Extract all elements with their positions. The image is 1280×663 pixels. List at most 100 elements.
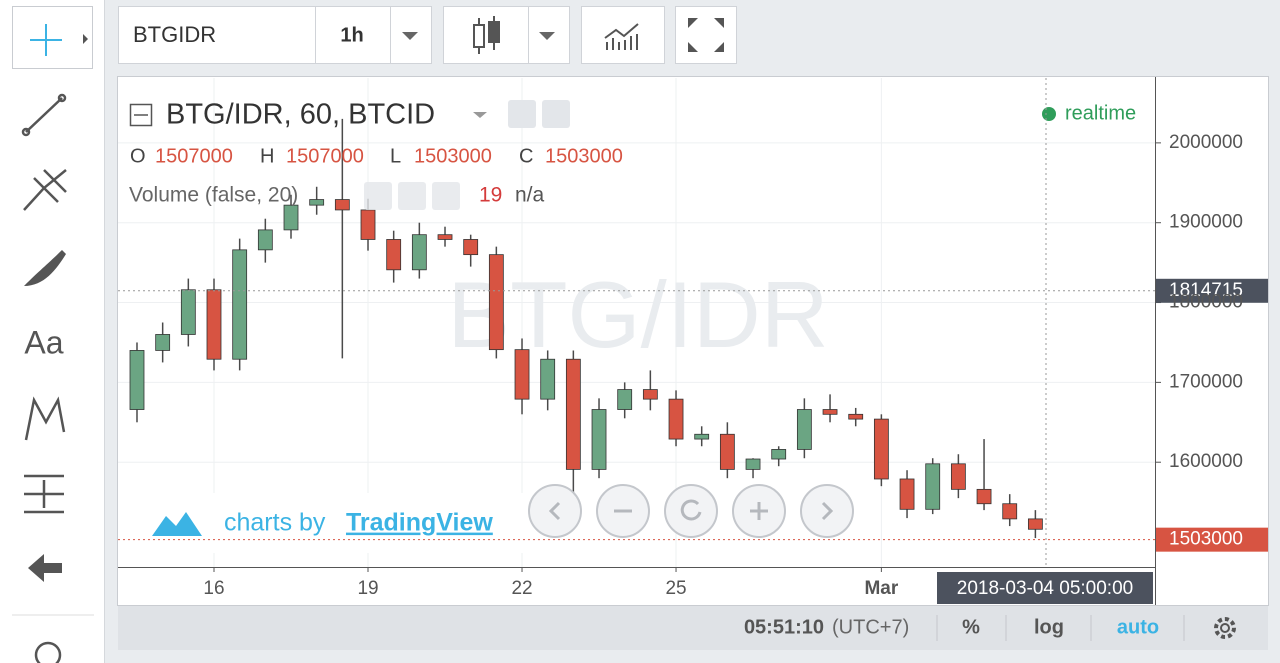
symbol[interactable]: BTGIDR	[133, 22, 216, 47]
x-tick-label: 22	[511, 578, 532, 599]
ohlc-label: O	[130, 145, 146, 167]
volume-label: Volume (false, 20)	[129, 184, 298, 207]
x-tick-label: Mar	[864, 578, 898, 599]
candle-body	[129, 350, 145, 410]
back-tool[interactable]	[28, 554, 62, 582]
auto-toggle[interactable]: auto	[1117, 616, 1159, 638]
crosshair-time: 2018-03-04 05:00:00	[957, 578, 1133, 599]
ohlc-label: L	[390, 145, 401, 167]
candle-body	[617, 389, 633, 410]
measure-tool[interactable]	[24, 474, 64, 514]
candle-body	[1027, 518, 1043, 530]
pitchfork-tool[interactable]	[23, 169, 67, 211]
settings-gear[interactable]	[1214, 617, 1236, 639]
trendline-tool[interactable]	[21, 93, 67, 137]
x-tick-label: 19	[357, 578, 378, 599]
candle-body	[642, 389, 658, 400]
eye-button[interactable]	[364, 182, 392, 210]
eye-button[interactable]	[508, 100, 536, 128]
settings-button[interactable]	[542, 100, 570, 128]
scroll-left[interactable]	[528, 484, 582, 538]
text-tool[interactable]: Aa	[24, 324, 63, 360]
status: realtime	[1065, 102, 1136, 124]
candle-body	[925, 463, 941, 510]
crosshair-price-box	[1156, 278, 1268, 303]
last-price: 1503000	[1169, 529, 1243, 550]
crosshair-icon	[30, 24, 62, 56]
candle-body	[591, 409, 607, 470]
brush-tool[interactable]	[24, 250, 66, 286]
candle-body	[899, 478, 915, 510]
left-toolbar	[0, 0, 104, 663]
candle-body	[386, 239, 402, 271]
y-tick-label: 1800000	[1169, 292, 1243, 313]
candle-body	[155, 334, 171, 351]
ohlc-value: 1503000	[545, 145, 623, 167]
branding-name[interactable]: TradingView	[346, 509, 493, 537]
dropdown[interactable]	[473, 112, 487, 118]
symbol-box[interactable]	[118, 6, 432, 64]
candle-body	[463, 239, 479, 256]
x-tick-label: 25	[665, 578, 686, 599]
crosshair-time-box	[937, 572, 1153, 604]
ohlc-value: 1503000	[414, 145, 492, 167]
ohlc-value: 1507000	[155, 145, 233, 167]
dropdown[interactable]	[539, 32, 555, 40]
fullscreen-icon	[688, 18, 724, 52]
volume-na: n/a	[515, 184, 545, 207]
candle-body	[719, 433, 735, 470]
pattern-tool[interactable]	[24, 396, 66, 441]
candle-icon	[473, 16, 500, 54]
navigation-icons	[548, 499, 834, 521]
overlays: 1814715 1503000 2018-03-04 05:00:00	[118, 78, 1268, 604]
log-toggle[interactable]: log	[1034, 616, 1064, 638]
volume-value: 19	[479, 184, 502, 207]
x-tick-label: 16	[203, 578, 224, 599]
candle-body	[694, 433, 710, 440]
interval[interactable]: 1h	[340, 24, 363, 46]
zoom-tool[interactable]	[34, 641, 62, 663]
candle-body	[488, 254, 504, 351]
dropdown[interactable]	[402, 32, 418, 40]
candle-body	[540, 358, 556, 400]
candle-body	[411, 234, 427, 271]
expand-arrow[interactable]	[83, 34, 88, 44]
y-tick-label: 1900000	[1169, 212, 1243, 233]
crosshair-tool[interactable]	[12, 6, 93, 69]
ohlc-label: C	[519, 145, 533, 167]
candle-body	[514, 349, 530, 400]
candle-body	[771, 449, 787, 460]
y-tick-label: 2000000	[1169, 132, 1243, 153]
percent-toggle[interactable]: %	[962, 616, 980, 638]
scroll-right[interactable]	[800, 484, 854, 538]
candle-body	[437, 234, 453, 240]
y-tick-label: 1700000	[1169, 371, 1243, 392]
candle-body	[950, 463, 966, 490]
candle-body	[334, 199, 350, 211]
candle-body	[796, 409, 812, 450]
ohlc-label: H	[260, 145, 274, 167]
candle-body	[309, 199, 325, 206]
ohlc-value: 1507000	[286, 145, 364, 167]
candle-body	[180, 289, 196, 335]
candle-body	[360, 209, 376, 240]
candle-body	[745, 458, 761, 470]
candle-body	[822, 409, 838, 415]
candle-body	[257, 229, 273, 251]
remove-button[interactable]	[432, 182, 460, 210]
bottom-bar	[118, 606, 1268, 650]
candle-body	[206, 289, 222, 360]
clock: 05:51:10	[744, 616, 824, 638]
watermark: BTG/IDR	[447, 262, 828, 367]
indicators-icon	[604, 23, 639, 50]
candle-body	[873, 418, 889, 480]
settings-button[interactable]	[398, 182, 426, 210]
candle-body	[976, 488, 992, 505]
timezone[interactable]: (UTC+7)	[832, 616, 909, 638]
fullscreen-button[interactable]	[675, 6, 737, 64]
tradingview-logo	[152, 512, 202, 536]
collapse-button[interactable]	[129, 103, 153, 127]
reset[interactable]	[664, 484, 718, 538]
